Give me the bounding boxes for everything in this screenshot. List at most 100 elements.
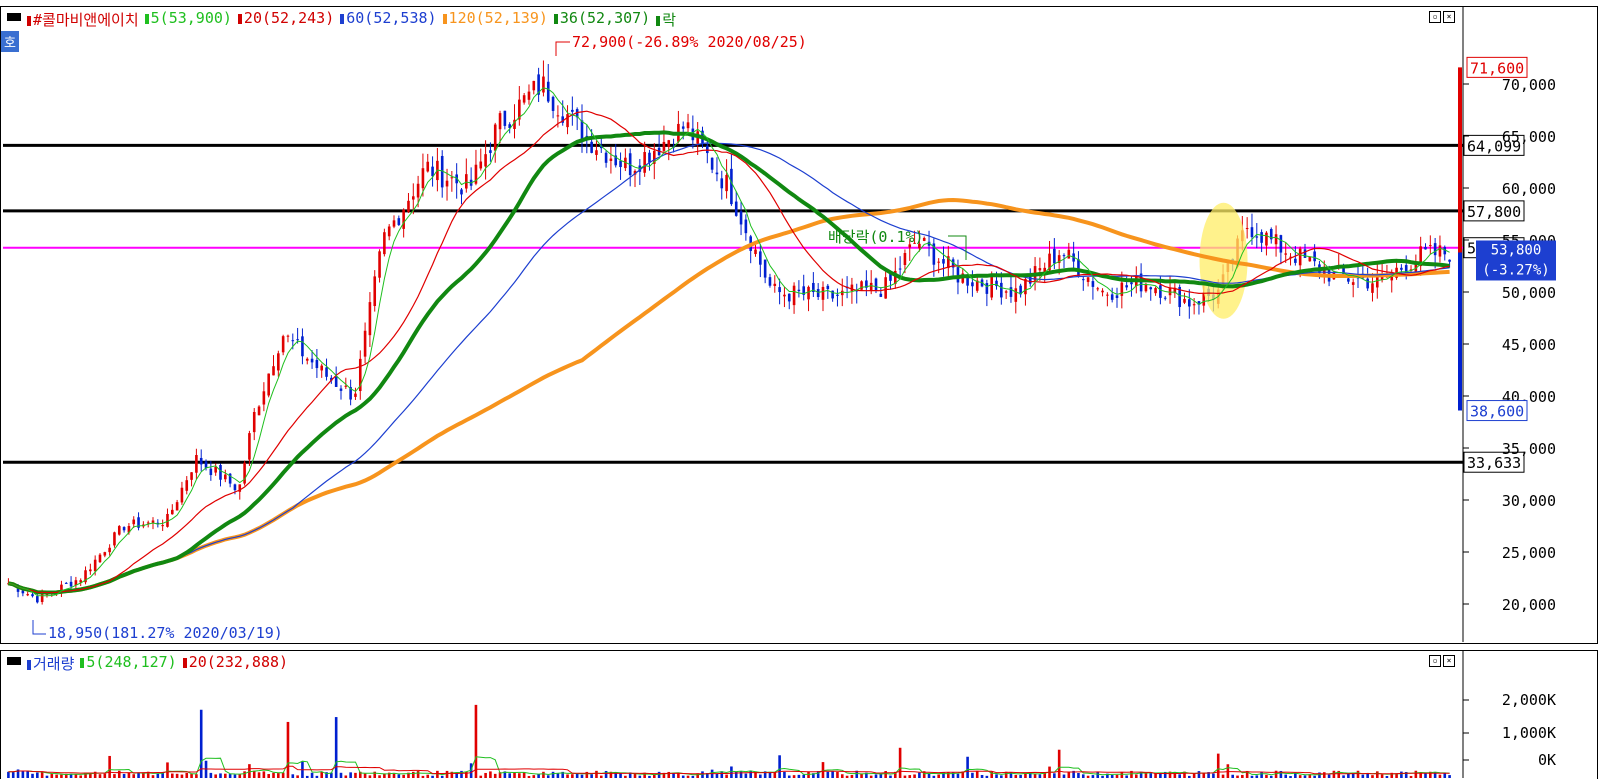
legend-item-ma36[interactable]: 36(52,307) <box>553 9 650 30</box>
volume-bar <box>16 769 20 778</box>
candle-body <box>344 385 348 387</box>
volume-bar <box>1091 775 1095 778</box>
volume-bar <box>339 772 343 778</box>
candle-body <box>330 377 333 381</box>
volume-bar <box>248 764 251 778</box>
candle-body <box>368 302 372 336</box>
candle-body <box>807 286 810 300</box>
candle-body <box>1347 278 1350 282</box>
level-tag-box <box>1463 451 1525 473</box>
chart-menu-icon[interactable] <box>7 13 21 21</box>
candle-body <box>84 570 87 583</box>
legend-item-stock[interactable]: #콜마비앤에이치 <box>27 9 139 30</box>
volume-bar <box>1115 774 1119 778</box>
candle-body <box>947 256 950 269</box>
candle-body <box>1115 295 1119 298</box>
volume-bar <box>518 773 521 778</box>
volume-bar <box>64 773 68 778</box>
volume-bar <box>320 771 324 778</box>
volume-bar <box>503 771 507 778</box>
volume-bar <box>1289 776 1292 778</box>
volume-bar <box>272 772 275 778</box>
candle-body <box>320 365 324 371</box>
close-icon[interactable]: × <box>1443 11 1455 23</box>
volume-bar <box>1077 772 1080 778</box>
volume-bar <box>450 771 454 778</box>
volume-ma20-line <box>8 765 1450 775</box>
legend-item-vol5[interactable]: 5(248,127) <box>80 653 177 674</box>
candle-body <box>956 267 960 283</box>
volume-bar <box>1308 774 1312 778</box>
volume-bar <box>1347 773 1350 778</box>
candle-body <box>840 290 844 296</box>
close-icon[interactable]: × <box>1443 655 1455 667</box>
candle-body <box>802 286 806 295</box>
candle-body <box>426 161 430 172</box>
volume-bar <box>1318 772 1321 778</box>
volume-bar <box>628 772 632 778</box>
volume-bar <box>1014 774 1018 778</box>
volume-bar <box>305 775 309 778</box>
volume-bar <box>1212 773 1215 778</box>
candle-body <box>609 158 613 161</box>
candle-body <box>1438 245 1442 257</box>
candle-body <box>89 569 92 572</box>
side-tab[interactable]: 호 <box>1 31 19 52</box>
candle-body <box>407 200 410 212</box>
candle-body <box>339 388 343 391</box>
candle-body <box>985 283 989 294</box>
legend-item-ex[interactable]: 락 <box>656 9 676 30</box>
volume-bar <box>281 772 285 778</box>
candle-body <box>36 596 39 603</box>
candle-body <box>1096 288 1100 290</box>
candle-body <box>40 593 44 602</box>
volume-bar <box>122 773 126 778</box>
y-tick-label: 30,000 <box>1502 492 1556 510</box>
candle-body <box>869 282 873 292</box>
candle-body <box>937 261 940 263</box>
candle-body <box>1028 276 1032 284</box>
candle-body <box>850 284 854 291</box>
legend-item-ma60[interactable]: 60(52,538) <box>340 9 437 30</box>
legend-item-volume[interactable]: 거래량 <box>27 653 74 674</box>
candle-body <box>132 519 136 525</box>
volume-bar <box>257 772 261 778</box>
candle-body <box>1269 229 1273 240</box>
candle-body <box>69 581 73 587</box>
volume-bar <box>397 774 401 778</box>
legend-item-vol20[interactable]: 20(232,888) <box>182 653 288 674</box>
volume-bar <box>1409 775 1413 778</box>
volume-bar <box>807 771 810 778</box>
volume-bar <box>1380 774 1384 778</box>
candle-body <box>416 183 420 198</box>
level-tag-label: 64,099 <box>1467 137 1521 155</box>
volume-bar <box>465 771 468 778</box>
price-legend: #콜마비앤에이치 5(53,900) 20(52,243) 60(52,538)… <box>7 9 676 30</box>
volume-bar <box>1255 775 1259 778</box>
volume-bar <box>36 772 39 778</box>
legend-item-ma5[interactable]: 5(53,900) <box>144 9 232 30</box>
candle-body <box>180 487 184 503</box>
volume-bar <box>431 775 434 778</box>
restore-icon[interactable]: ▫ <box>1429 655 1441 667</box>
volume-bar <box>643 772 646 778</box>
volume-bar <box>127 772 131 778</box>
volume-bar <box>40 771 44 778</box>
restore-icon[interactable]: ▫ <box>1429 11 1441 23</box>
legend-item-ma20[interactable]: 20(52,243) <box>237 9 334 30</box>
volume-bar <box>416 771 420 778</box>
legend-item-ma120[interactable]: 120(52,139) <box>442 9 548 30</box>
volume-bar <box>460 770 463 778</box>
candle-body <box>79 580 83 583</box>
candle-body <box>199 457 203 465</box>
candle-body <box>1154 288 1157 294</box>
candle-body <box>113 532 116 546</box>
y-tick-label: 60,000 <box>1502 180 1556 198</box>
candle-body <box>387 226 391 237</box>
volume-menu-icon[interactable] <box>7 657 21 665</box>
candle-body <box>614 155 618 166</box>
low-tag-label: 38,600 <box>1470 403 1524 421</box>
volume-bar <box>74 774 78 778</box>
volume-bar <box>551 771 555 778</box>
volume-window-controls: ▫ × <box>1429 655 1455 667</box>
